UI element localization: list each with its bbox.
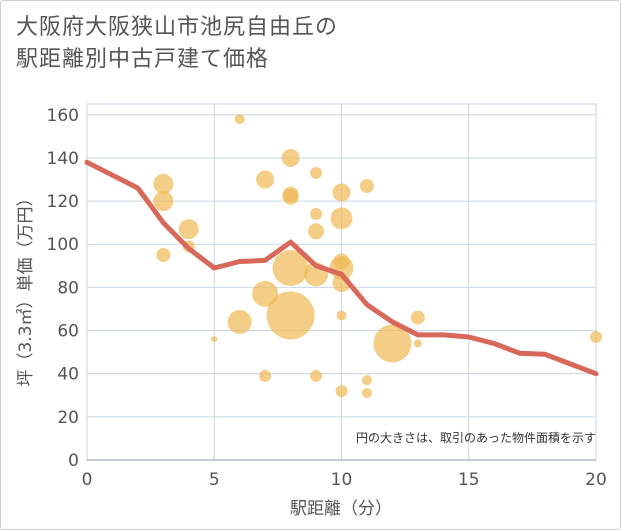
bubble-27 <box>336 310 347 321</box>
bubble-series <box>153 114 602 399</box>
bubble-11 <box>259 369 272 382</box>
y-tick-label-20: 20 <box>57 408 79 428</box>
bubble-31 <box>361 388 372 399</box>
bubble-16 <box>266 291 315 340</box>
y-axis-label: 坪（3.3㎡）単価（万円） <box>16 189 36 386</box>
bubble-23 <box>330 207 353 230</box>
x-tick-label-10: 10 <box>331 470 353 490</box>
bubble-7 <box>234 114 245 125</box>
bubble-18 <box>310 208 323 221</box>
bubble-35 <box>590 331 602 344</box>
bubble-4 <box>178 219 199 240</box>
bubble-21 <box>310 369 323 382</box>
trend-line <box>84 159 599 377</box>
y-tick-label-100: 100 <box>47 235 79 255</box>
bubble-14 <box>282 188 299 205</box>
x-tick-label-20: 20 <box>585 470 607 490</box>
y-tick-label-140: 140 <box>47 149 79 169</box>
bubble-22 <box>332 183 351 202</box>
bubble-17 <box>310 167 323 180</box>
chart-title-line1: 大阪府大阪狭山市池尻自由丘の <box>16 15 339 40</box>
bubble-8 <box>227 309 252 334</box>
bubble-1 <box>153 173 174 194</box>
x-axis-label: 駅距離（分） <box>290 499 392 519</box>
bubble-2 <box>153 191 174 212</box>
bubble-33 <box>410 310 425 325</box>
bubble-34 <box>413 339 422 348</box>
bubble-30 <box>361 375 372 386</box>
bubble-10 <box>252 280 279 307</box>
chart-title-line2: 駅距離別中古戸建て価格 <box>16 47 270 72</box>
axes: 0 20 40 60 80 100 120 140 160 0 5 10 15 20 <box>47 106 607 490</box>
x-tick-label-0: 0 <box>82 470 93 490</box>
bubble-12 <box>281 148 300 167</box>
y-tick-label-60: 60 <box>57 322 79 342</box>
bubble-size-note: 円の大きさは、取引のあった物件面積を示す <box>356 430 596 445</box>
y-tick-label-80: 80 <box>57 278 79 298</box>
bubble-3 <box>156 248 171 263</box>
x-tick-label-15: 15 <box>458 470 480 490</box>
y-tick-label-160: 160 <box>47 106 79 126</box>
bubble-19 <box>308 223 325 240</box>
bubble-6 <box>211 336 218 343</box>
chart-title: 大阪府大阪狭山市池尻自由丘の 駅距離別中古戸建て価格 <box>16 12 338 76</box>
bubble-29 <box>359 178 374 193</box>
bubble-9 <box>256 170 275 189</box>
y-tick-label-0: 0 <box>68 451 79 471</box>
bubble-28 <box>335 384 348 397</box>
trend-line-series <box>84 159 599 377</box>
bubble-32 <box>373 324 412 363</box>
y-tick-label-40: 40 <box>57 365 79 385</box>
bubble-15 <box>272 249 309 286</box>
y-tick-label-120: 120 <box>47 192 79 212</box>
x-tick-label-5: 5 <box>209 470 220 490</box>
